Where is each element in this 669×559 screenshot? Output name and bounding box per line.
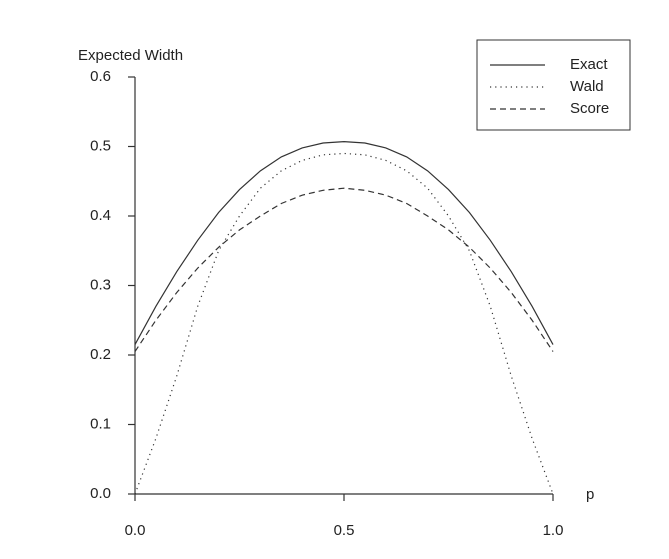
- series-line: [134, 152, 554, 495]
- legend-label: Exact: [570, 56, 608, 73]
- y-tick-label: 0.4: [90, 207, 111, 224]
- x-tick-label: 1.0: [543, 522, 564, 539]
- y-axis-label: Expected Width: [78, 47, 183, 64]
- series-line: [134, 141, 554, 345]
- x-tick-label: 0.0: [125, 522, 146, 539]
- x-tick-label: 0.5: [334, 522, 355, 539]
- legend-label: Score: [570, 100, 609, 117]
- y-tick-label: 0.1: [90, 415, 111, 432]
- legend-box: [476, 39, 631, 131]
- y-tick-label: 0.3: [90, 276, 111, 293]
- x-axis-label: p: [586, 486, 594, 503]
- y-tick-label: 0.6: [90, 68, 111, 85]
- y-tick-label: 0.0: [90, 485, 111, 502]
- series-line: [134, 187, 554, 352]
- legend-label: Wald: [570, 78, 604, 95]
- y-tick-label: 0.2: [90, 346, 111, 363]
- y-tick-label: 0.5: [90, 137, 111, 154]
